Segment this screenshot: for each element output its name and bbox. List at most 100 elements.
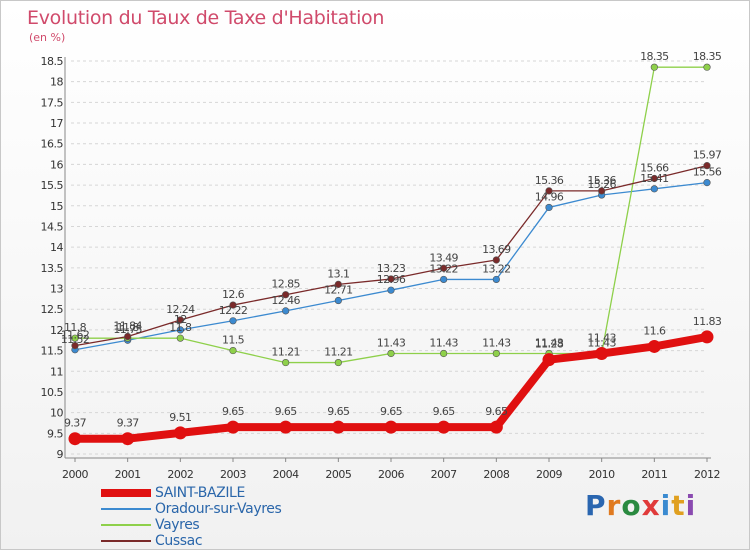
x-tick-label: 2010 (589, 468, 615, 481)
x-tick-label: 2006 (378, 468, 404, 481)
data-point (334, 280, 342, 288)
x-tick-label: 2000 (62, 468, 88, 481)
y-tick-label: 11 (50, 365, 63, 378)
data-label: 11.28 (535, 338, 564, 351)
y-tick-label: 13.5 (41, 262, 64, 275)
data-label: 11.8 (117, 321, 140, 334)
y-tick-label: 17.5 (41, 96, 64, 109)
data-point (598, 187, 606, 195)
data-label: 13.69 (482, 243, 511, 256)
data-label: 11.83 (693, 315, 722, 328)
data-label: 15.36 (587, 174, 616, 187)
data-point (387, 286, 395, 294)
x-tick-label: 2001 (115, 468, 141, 481)
chart-subtitle: (en %) (29, 31, 66, 44)
data-label: 12.22 (219, 304, 248, 317)
data-label: 11.21 (271, 346, 300, 359)
data-label: 12.6 (222, 288, 245, 301)
data-point (176, 316, 184, 324)
data-point (173, 426, 187, 440)
data-point (68, 432, 82, 446)
y-tick-label: 17 (50, 117, 63, 130)
series-line (74, 165, 708, 347)
y-tick-label: 10 (50, 407, 63, 420)
axes: 9 9.5 10 10.5 11 11.5 12 12.5 13 13.5 14 14.5 15 15.5… (41, 55, 721, 481)
data-point (647, 339, 661, 353)
y-tick-label: 14 (50, 241, 63, 254)
data-label: 12.71 (324, 284, 353, 297)
data-point (545, 187, 553, 195)
data-label: 13.22 (482, 262, 511, 275)
data-label: 9.65 (222, 405, 245, 418)
proxiti-logo: Proxiti (585, 489, 696, 522)
data-label: 11.62 (61, 329, 90, 342)
data-label: 15.41 (640, 172, 669, 185)
logo-letter: r (606, 489, 622, 522)
y-tick-label: 14.5 (41, 220, 64, 233)
chart-title: Evolution du Taux de Taxe d'Habitation (27, 7, 385, 29)
logo-letter: i (685, 489, 697, 522)
data-point (229, 301, 237, 309)
data-label: 13.23 (377, 262, 406, 275)
data-point (387, 275, 395, 283)
data-point (703, 179, 711, 187)
legend-label: SAINT-BAZILE (155, 485, 245, 501)
data-label: 12.85 (271, 278, 300, 291)
y-tick-label: 12.5 (41, 303, 64, 316)
data-label: 18.35 (693, 50, 722, 63)
data-point (384, 420, 398, 434)
data-label: 18.35 (640, 50, 669, 63)
data-point (282, 358, 290, 367)
data-point (229, 346, 237, 355)
data-label: 9.37 (117, 417, 140, 430)
data-point (703, 63, 711, 71)
data-label: 11.43 (587, 331, 616, 344)
legend-swatch (101, 489, 151, 497)
data-label: 12.24 (166, 303, 195, 316)
legend-swatch (101, 524, 151, 526)
data-label: 11.5 (222, 334, 245, 347)
data-label: 11.75 (113, 323, 142, 336)
data-label: 15.36 (535, 174, 564, 187)
data-point (700, 330, 714, 344)
data-label: 11.43 (377, 336, 406, 349)
logo-letter: t (671, 489, 686, 522)
x-tick-label: 2012 (694, 468, 720, 481)
data-point (124, 332, 132, 341)
data-label: 11.43 (535, 336, 564, 349)
data-label: 12 (174, 313, 187, 326)
grid (71, 60, 707, 455)
data-label: 11.52 (61, 333, 90, 346)
x-tick-label: 2003 (220, 468, 246, 481)
y-tick-label: 16.5 (41, 138, 64, 151)
data-point (545, 203, 553, 212)
data-label: 15.26 (587, 178, 616, 191)
x-tick-label: 2008 (483, 468, 509, 481)
data-point (334, 358, 342, 367)
data-point (176, 326, 184, 334)
data-point (229, 317, 237, 325)
data-point (176, 334, 184, 342)
data-label: 12.96 (377, 273, 406, 286)
logo-letter: i (660, 489, 672, 522)
y-tick-label: 10.5 (41, 386, 64, 399)
logo-letter: P (585, 489, 607, 522)
y-tick-label: 15 (50, 200, 63, 213)
data-point (440, 349, 448, 358)
data-label: 11.43 (587, 336, 616, 349)
data-point (71, 342, 79, 350)
data-point (440, 275, 448, 284)
y-tick-label: 11.5 (41, 345, 64, 358)
data-point (542, 353, 556, 367)
series-lines (68, 63, 714, 446)
data-point (282, 307, 290, 315)
data-point (650, 185, 658, 193)
data-point (595, 346, 609, 360)
data-label: 11.21 (324, 346, 353, 359)
data-label: 11.84 (113, 320, 142, 333)
data-label: 13.49 (429, 251, 458, 264)
data-point (226, 420, 240, 434)
data-point (437, 420, 451, 434)
x-tick-label: 2002 (167, 468, 193, 481)
